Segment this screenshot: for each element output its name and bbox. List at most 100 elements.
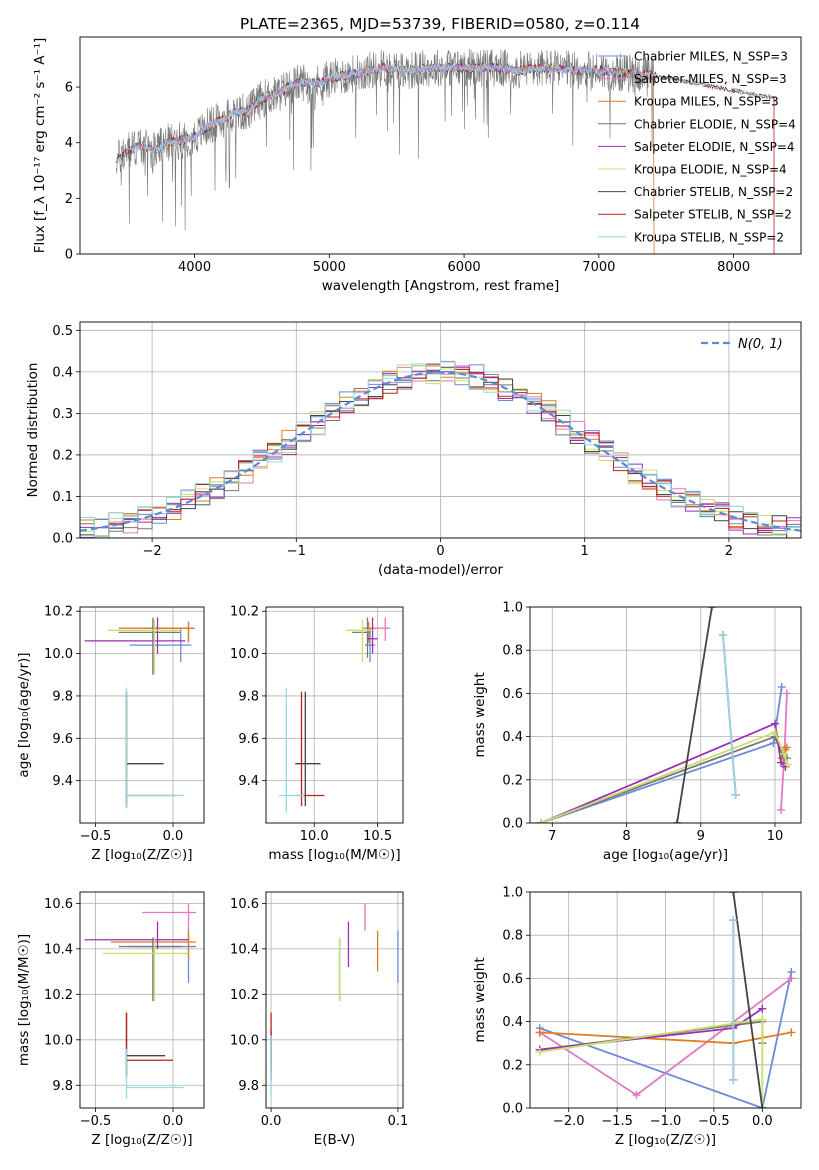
weight-marker [783, 760, 792, 769]
age-vs-mass-plot-area [278, 617, 391, 813]
histogram-step [80, 360, 801, 538]
y-tick-label: 0 [65, 248, 73, 263]
x-tick-label: −1.0 [650, 1114, 682, 1129]
y-tick-label: 0.3 [52, 407, 73, 422]
y-tick-label: 10.6 [230, 897, 259, 912]
x-tick-label: 0.0 [163, 1114, 184, 1129]
weight-marker [731, 790, 740, 799]
residuals-plot-area [80, 360, 801, 538]
legend-label: Chabrier ELODIE, N_SSP=4 [634, 117, 796, 131]
weight-line [539, 971, 793, 1108]
weight-marker [729, 892, 738, 896]
age-vs-mass-axes: 10.0 10.5 9.4 9.6 9.8 10.0 10.2 mass [log₁₀(M/M… [230, 605, 403, 863]
age-vs-mass-frame [265, 606, 404, 824]
weight-marker [537, 819, 546, 823]
x-tick-label: 10.0 [300, 829, 329, 844]
mass-vs-Z-axes: −0.5 0.0 9.8 10.0 10.2 10.4 10.6 Z [log₁₀(Z/Z☉)… [16, 892, 204, 1148]
spectrum-frame [79, 36, 802, 255]
spectrum-legend: Chabrier MILES, N_SSP=3 Salpeter MILES, N… [598, 50, 796, 244]
weight-marker [776, 758, 785, 767]
y-tick-label: 2 [65, 192, 73, 207]
weight-marker [758, 1004, 767, 1013]
y-tick-label: 10.0 [230, 1033, 259, 1048]
y-tick-label: 1.0 [502, 601, 523, 616]
weight-line [539, 1018, 764, 1108]
y-tick-label: 10.4 [44, 942, 73, 957]
y-tick-label: 10.0 [230, 647, 259, 662]
x-tick-label: 1 [581, 544, 589, 559]
legend-label: Chabrier STELIB, N_SSP=2 [634, 185, 793, 199]
y-tick-label: 0.4 [502, 730, 523, 745]
weight-marker [535, 1047, 544, 1056]
x-axis-label: (data-model)/error [378, 562, 504, 578]
weight-marker [719, 631, 728, 640]
y-axis-label: mass [log₁₀(M/M☉)] [16, 934, 32, 1066]
figure-title: PLATE=2365, MJD=53739, FIBERID=0580, z=0… [240, 15, 640, 33]
x-axis-label: Z [log₁₀(Z/Z☉)] [91, 847, 192, 863]
y-tick-label: 0.6 [502, 972, 523, 987]
spectrum-plot-area [116, 49, 775, 254]
y-tick-label: 10.0 [44, 647, 73, 662]
weight-marker [632, 1091, 641, 1100]
x-tick-label: 8 [622, 829, 630, 844]
y-tick-label: 9.4 [52, 774, 73, 789]
y-axis-label: age [log₁₀(age/yr)] [16, 652, 32, 777]
y-tick-label: 9.8 [238, 689, 259, 704]
legend-label: N(0, 1) [738, 337, 783, 352]
legend-label: Chabrier MILES, N_SSP=3 [634, 50, 788, 64]
mass-vs-Z-plot-area [84, 903, 197, 1099]
x-tick-label: −0.5 [698, 1114, 730, 1129]
y-tick-label: 10.2 [44, 605, 73, 620]
y-axis-label: Flux [f_λ 10⁻¹⁷ erg cm⁻² s⁻¹ A⁻¹] [32, 38, 48, 254]
legend-label: Salpeter STELIB, N_SSP=2 [634, 208, 792, 222]
weight-marker [776, 806, 785, 815]
y-tick-label: 0.0 [502, 1102, 523, 1117]
x-tick-label: 9 [697, 829, 705, 844]
x-tick-label: 5000 [313, 260, 346, 275]
y-tick-label: 9.8 [52, 1079, 73, 1094]
y-axis-label: mass weight [472, 957, 488, 1042]
weight-marker [787, 1028, 796, 1037]
y-tick-label: 0.0 [52, 532, 73, 547]
age-vs-Z-axes: −0.5 0.0 9.4 9.6 9.8 10.0 10.2 Z [log₁₀(Z/Z☉)] a… [16, 605, 204, 863]
x-tick-label: −2 [143, 544, 162, 559]
y-tick-label: 10.2 [44, 988, 73, 1003]
mass-weight-vs-Z-plot-area [535, 892, 796, 1108]
x-tick-label: −0.5 [80, 1114, 112, 1129]
weight-marker [787, 974, 796, 983]
weight-marker [782, 743, 791, 752]
x-axis-label: mass [log₁₀(M/M☉)] [268, 847, 400, 863]
x-tick-label: 4000 [178, 260, 211, 275]
charts-layer: 4000 5000 6000 7000 8000 0 2 4 6 wavelength [Angs… [16, 36, 802, 1148]
age-vs-Z-plot-area [84, 617, 195, 809]
y-tick-label: 9.6 [238, 732, 259, 747]
y-tick-label: 0.4 [502, 1015, 523, 1030]
y-tick-label: 10.6 [44, 897, 73, 912]
normal-curve [80, 371, 801, 532]
weight-marker [771, 719, 780, 728]
weight-marker [771, 728, 780, 737]
residuals-frame [79, 321, 802, 539]
x-axis-label: E(B-V) [314, 1132, 356, 1148]
weight-marker [777, 682, 786, 691]
weight-marker [707, 607, 716, 611]
weight-line [540, 686, 783, 823]
mass-vs-ebv-axes: 0.0 0.1 9.8 10.0 10.2 10.4 10.6 E(B-V) [230, 892, 408, 1148]
y-tick-label: 0.6 [502, 687, 523, 702]
mass-weight-vs-Z-frame [529, 891, 802, 1109]
y-tick-label: 0.2 [52, 448, 73, 463]
spectrum-line [116, 49, 655, 231]
y-axis-label: mass weight [472, 672, 488, 757]
weight-line [540, 722, 787, 823]
legend-label: Kroupa STELIB, N_SSP=2 [634, 230, 784, 244]
weight-line [732, 892, 764, 1108]
mass-weight-vs-age-frame [529, 606, 802, 824]
legend-label: Kroupa MILES, N_SSP=3 [634, 95, 779, 109]
y-tick-label: 0.5 [52, 324, 73, 339]
weight-marker [729, 916, 738, 925]
weight-marker [758, 1015, 767, 1024]
y-tick-label: 0.4 [52, 365, 73, 380]
weight-line [722, 635, 737, 795]
x-tick-label: 2 [725, 544, 733, 559]
x-tick-label: 0.1 [388, 1114, 409, 1129]
